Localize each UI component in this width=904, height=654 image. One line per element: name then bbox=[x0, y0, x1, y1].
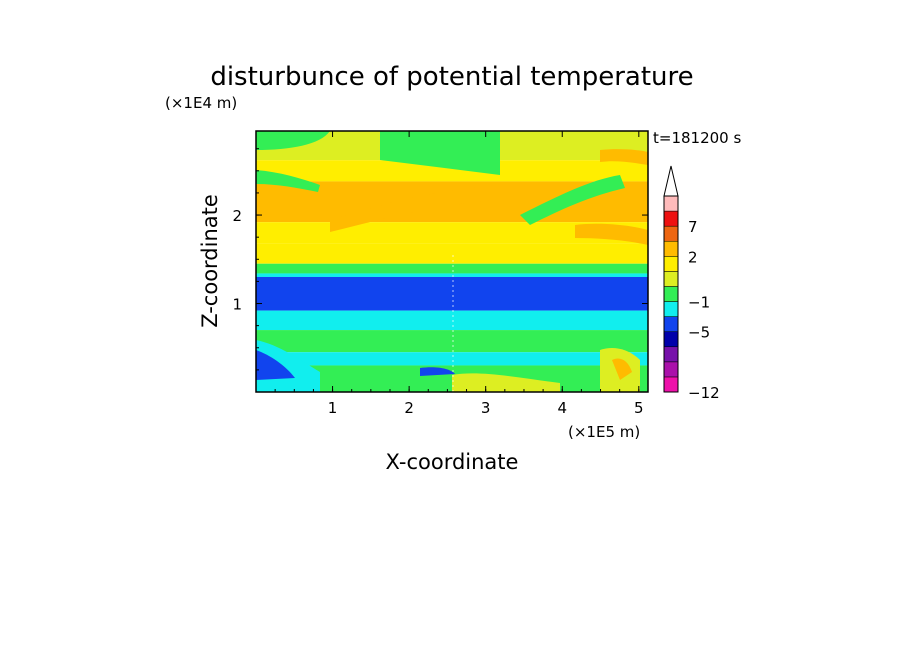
x-tick-label-0: 1 bbox=[328, 399, 338, 417]
contour-details bbox=[256, 131, 648, 392]
contour-band-5 bbox=[256, 263, 648, 274]
y-tick-label-0: 1 bbox=[232, 296, 242, 314]
contour-band-7 bbox=[256, 276, 648, 311]
orange-streak-upper bbox=[330, 185, 500, 232]
colorbar-swatch-4 bbox=[663, 316, 679, 332]
y-axis-label: Z-coordinate bbox=[198, 194, 222, 328]
colorbar-swatch-5 bbox=[663, 301, 679, 317]
colorbar-swatch-3 bbox=[663, 331, 679, 348]
green-streak-left bbox=[256, 170, 320, 192]
contour-band-6 bbox=[256, 273, 648, 277]
colorbar-extend-arrow bbox=[663, 165, 679, 197]
colorbar-label-1: −5 bbox=[688, 324, 710, 342]
contour-band-3 bbox=[256, 222, 648, 244]
contour-band-8 bbox=[256, 310, 648, 331]
y-tick-label-1: 2 bbox=[232, 207, 242, 225]
orange-streak-right bbox=[600, 149, 648, 165]
contour-band-1 bbox=[256, 160, 648, 182]
blue-lower-mid bbox=[420, 367, 455, 376]
orange-streak-right-2 bbox=[575, 223, 648, 245]
y-unit-label: (×1E4 m) bbox=[165, 94, 237, 112]
contour-band-10 bbox=[256, 352, 648, 366]
colorbar-swatch-1 bbox=[663, 361, 679, 378]
colorbar-swatch-10 bbox=[663, 225, 679, 242]
colorbar-frame bbox=[663, 195, 679, 393]
x-tick-label-2: 3 bbox=[481, 399, 491, 417]
colorbar-swatch-12 bbox=[663, 195, 679, 212]
x-tick-label-4: 5 bbox=[634, 399, 644, 417]
colorbar-label-4: 7 bbox=[688, 218, 698, 236]
green-patch-top-mid bbox=[380, 131, 500, 175]
colorbar-swatch-9 bbox=[663, 240, 679, 257]
x-tick-label-3: 4 bbox=[557, 399, 567, 417]
x-axis: 1 2 3 4 5 bbox=[274, 131, 644, 417]
chart-title: disturbunce of potential temperature bbox=[210, 62, 693, 92]
contour-band-9 bbox=[256, 330, 648, 353]
green-patch-top-left bbox=[256, 131, 330, 150]
yellow-lower-mid bbox=[452, 373, 560, 392]
contour-band-4 bbox=[256, 243, 648, 264]
colorbar-swatch-11 bbox=[663, 210, 679, 227]
orange-lower-right bbox=[612, 358, 632, 380]
colorbar-label-2: −1 bbox=[688, 294, 710, 312]
x-axis-label: X-coordinate bbox=[386, 450, 519, 474]
colorbar-label-3: 2 bbox=[688, 248, 698, 266]
colorbar-label-0: −12 bbox=[688, 384, 720, 402]
contour-field bbox=[256, 131, 648, 392]
blue-left-lower bbox=[256, 350, 295, 380]
x-tick-label-1: 2 bbox=[404, 399, 414, 417]
colorbar-swatch-7 bbox=[663, 271, 679, 287]
colorbar: −12−5−127 bbox=[663, 165, 720, 402]
x-unit-label: (×1E5 m) bbox=[568, 423, 640, 441]
green-streak-right bbox=[520, 175, 625, 225]
time-label: t=181200 s bbox=[653, 129, 741, 147]
colorbar-swatch-8 bbox=[663, 256, 679, 272]
colorbar-swatch-6 bbox=[663, 286, 679, 302]
colorbar-swatch-0 bbox=[663, 376, 679, 393]
colorbar-swatch-2 bbox=[663, 346, 679, 363]
plot-frame bbox=[255, 130, 649, 393]
